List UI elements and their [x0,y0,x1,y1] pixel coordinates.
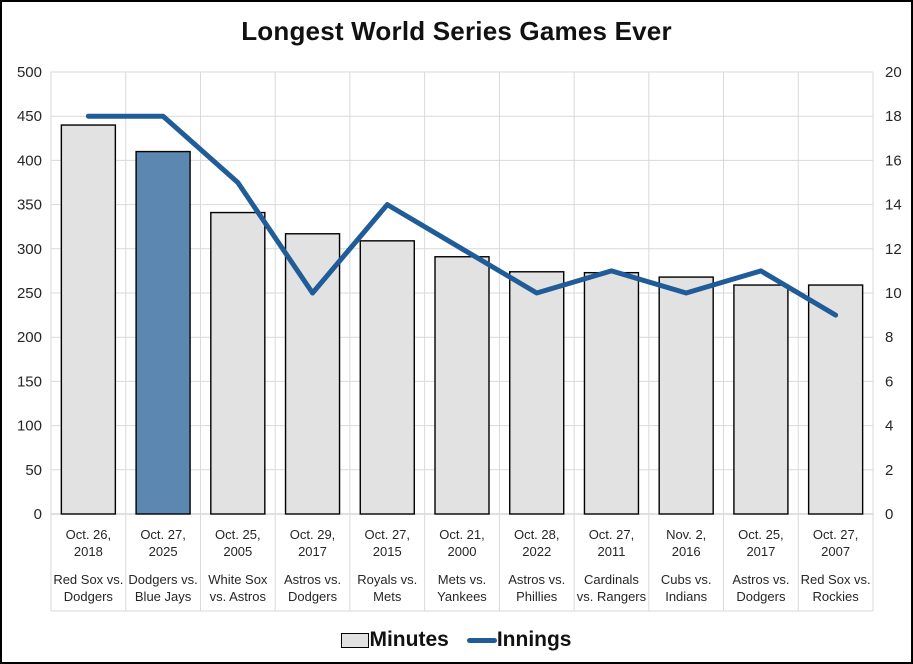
right-axis-tick-label: 18 [885,108,902,125]
category-date-label: 2016 [672,544,701,559]
left-axis-tick-label: 400 [17,152,42,169]
left-axis-tick-label: 0 [34,506,42,523]
category-matchup-label: Astros vs. [284,572,341,587]
category-matchup-label: Astros vs. [732,572,789,587]
category-matchup-label: Red Sox vs. [801,572,871,587]
minutes-bar [135,150,191,515]
minutes-bar [509,271,565,515]
category-matchup-label: Yankees [437,589,487,604]
category-matchup-label: Cubs vs. [661,572,712,587]
category-matchup-label: Royals vs. [357,572,417,587]
category-date-label: 2022 [522,544,551,559]
left-axis-tick-label: 250 [17,285,42,302]
category-date-label: Oct. 27, [140,527,186,542]
category-date-label: 2011 [597,544,625,559]
category-date-label: Oct. 27, [589,527,635,542]
left-axis-tick-label: 150 [17,373,42,390]
category-date-label: Oct. 25, [215,527,261,542]
category-matchup-label: Phillies [516,589,558,604]
category-matchup-label: Dodgers vs. [128,572,197,587]
right-axis-tick-label: 0 [885,506,893,523]
category-date-label: Oct. 29, [290,527,336,542]
right-axis-tick-label: 20 [885,64,902,81]
category-matchup-label: Mets vs. [438,572,486,587]
category-date-label: Oct. 28, [514,527,560,542]
minutes-bar [733,284,789,515]
category-date-label: 2018 [74,544,103,559]
right-axis-tick-label: 2 [885,462,893,479]
innings-swatch-icon [466,637,497,643]
category-date-label: Oct. 21, [439,527,485,542]
minutes-swatch-icon [341,632,370,648]
minutes-bar [359,240,415,515]
category-date-label: 2005 [223,544,252,559]
category-date-label: Nov. 2, [666,527,706,542]
category-matchup-label: Dodgers [288,589,338,604]
chart-title: Longest World Series Games Ever [241,16,672,46]
minutes-bar [60,124,117,515]
legend-minutes-label: Minutes [369,628,449,651]
category-date-label: 2007 [821,544,850,559]
right-axis-tick-label: 14 [885,197,902,214]
category-date-label: Oct. 27, [365,527,411,542]
right-axis-tick-label: 4 [885,418,893,435]
category-matchup-label: Cardinals [584,572,639,587]
category-date-label: 2000 [448,544,477,559]
minutes-bar [807,284,864,515]
legend-item-minutes: Minutes [341,628,449,652]
category-date-label: Oct. 26, [66,527,112,542]
minutes-bar [284,233,341,515]
minutes-bar [434,256,490,515]
category-matchup-label: vs. Astros [210,589,267,604]
category-matchup-label: Red Sox vs. [53,572,123,587]
legend-innings-label: Innings [496,628,572,651]
category-matchup-label: Mets [373,589,402,604]
chart-legend: Minutes Innings [2,628,911,652]
left-axis-tick-label: 50 [25,462,42,479]
left-axis-tick-label: 200 [17,329,42,346]
right-axis-tick-label: 10 [885,285,902,302]
category-date-label: 2017 [746,544,775,559]
left-axis-tick-label: 450 [17,108,42,125]
minutes-bar [658,276,714,515]
right-axis-tick-label: 12 [885,241,902,258]
left-axis-tick-label: 300 [17,241,42,258]
category-date-label: 2025 [149,544,178,559]
category-matchup-label: Blue Jays [135,589,192,604]
category-matchup-label: Dodgers [64,589,114,604]
left-axis-tick-label: 350 [17,197,42,214]
category-date-label: 2015 [373,544,402,559]
category-matchup-label: Rockies [813,589,860,604]
category-matchup-label: White Sox [208,572,268,587]
minutes-bar [210,211,266,515]
right-axis-tick-label: 16 [885,152,902,169]
innings-line [85,113,839,318]
category-date-label: 2017 [298,544,327,559]
minutes-bar [583,271,640,515]
category-date-label: Oct. 25, [738,527,784,542]
legend-item-innings: Innings [466,628,572,652]
right-axis-tick-label: 8 [885,329,893,346]
category-matchup-label: vs. Rangers [577,589,647,604]
category-matchup-label: Astros vs. [508,572,565,587]
category-matchup-label: Indians [665,589,707,604]
left-axis-tick-label: 500 [17,64,42,81]
category-date-label: Oct. 27, [813,527,859,542]
left-axis-tick-label: 100 [17,418,42,435]
right-axis-tick-label: 6 [885,373,893,390]
category-matchup-label: Dodgers [736,589,786,604]
